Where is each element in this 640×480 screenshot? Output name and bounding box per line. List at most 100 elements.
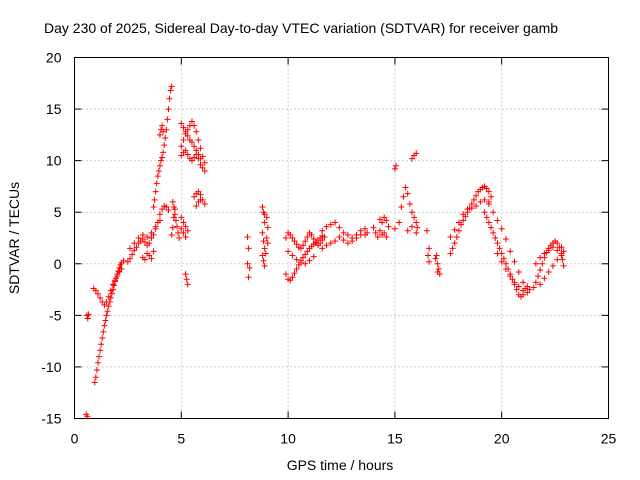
data-point bbox=[103, 298, 110, 305]
data-point bbox=[158, 157, 165, 164]
y-tick-label: -15 bbox=[41, 411, 61, 427]
data-point bbox=[141, 239, 148, 246]
data-point bbox=[282, 235, 289, 241]
data-point bbox=[381, 214, 388, 221]
data-point bbox=[168, 83, 175, 90]
data-point bbox=[195, 137, 202, 144]
data-point bbox=[560, 262, 567, 269]
data-point bbox=[287, 277, 294, 284]
data-point bbox=[105, 303, 112, 310]
data-point bbox=[391, 165, 398, 172]
data-point bbox=[188, 118, 195, 125]
chart-title: Day 230 of 2025, Sidereal Day-to-day VTE… bbox=[44, 20, 558, 36]
data-point bbox=[174, 223, 181, 230]
data-point bbox=[148, 255, 155, 262]
data-point bbox=[537, 266, 544, 273]
data-point bbox=[477, 198, 484, 205]
data-point bbox=[434, 269, 441, 276]
data-point bbox=[408, 209, 415, 216]
data-point bbox=[447, 233, 454, 240]
data-point bbox=[105, 293, 112, 300]
data-point bbox=[413, 229, 420, 236]
data-point bbox=[289, 252, 296, 259]
data-point bbox=[285, 248, 292, 255]
data-point bbox=[201, 167, 208, 174]
data-point bbox=[111, 282, 118, 289]
data-point bbox=[402, 184, 409, 191]
data-point bbox=[370, 224, 377, 231]
data-point bbox=[182, 130, 189, 137]
axis-ticks bbox=[74, 57, 609, 419]
data-point bbox=[304, 248, 311, 255]
data-point bbox=[103, 312, 110, 319]
data-point bbox=[498, 225, 505, 232]
data-point bbox=[423, 227, 430, 234]
data-point bbox=[530, 284, 537, 291]
data-point bbox=[396, 219, 403, 226]
data-point bbox=[289, 235, 296, 241]
data-point bbox=[515, 283, 522, 290]
data-point bbox=[104, 308, 111, 315]
data-point bbox=[464, 206, 471, 213]
data-point bbox=[344, 231, 351, 238]
data-point bbox=[97, 294, 104, 301]
data-point bbox=[411, 214, 418, 221]
data-point bbox=[159, 122, 166, 129]
data-point bbox=[507, 273, 514, 280]
data-point bbox=[435, 265, 442, 272]
data-point bbox=[245, 274, 252, 281]
data-point bbox=[532, 260, 539, 267]
data-point bbox=[195, 188, 202, 195]
data-point bbox=[340, 229, 347, 236]
data-point bbox=[494, 217, 501, 224]
data-point bbox=[188, 157, 195, 164]
data-point bbox=[327, 240, 334, 247]
data-point bbox=[541, 275, 548, 282]
data-point bbox=[434, 260, 441, 267]
data-point bbox=[180, 219, 187, 226]
data-point bbox=[171, 206, 178, 213]
data-point bbox=[293, 265, 300, 272]
data-point bbox=[460, 211, 467, 218]
data-point bbox=[116, 269, 123, 276]
data-point bbox=[101, 302, 108, 309]
y-tick-label: 5 bbox=[54, 204, 62, 220]
data-point bbox=[159, 154, 166, 161]
data-point bbox=[379, 231, 386, 238]
x-tick-label: 25 bbox=[601, 431, 617, 447]
data-point bbox=[163, 204, 170, 211]
data-point bbox=[537, 254, 544, 261]
data-point bbox=[323, 242, 330, 249]
data-point bbox=[494, 240, 501, 247]
data-point bbox=[490, 209, 497, 216]
data-point bbox=[146, 252, 153, 259]
data-point bbox=[398, 204, 405, 211]
data-point bbox=[150, 248, 157, 255]
data-point bbox=[164, 116, 171, 123]
data-point bbox=[193, 203, 200, 210]
x-axis-tick-labels: 0 5 10 15 20 25 bbox=[71, 431, 617, 447]
data-point bbox=[264, 240, 271, 247]
data-point bbox=[473, 203, 480, 210]
data-point bbox=[264, 224, 271, 231]
data-point bbox=[155, 167, 162, 174]
data-point bbox=[406, 200, 413, 207]
data-point bbox=[131, 240, 138, 247]
data-point bbox=[182, 147, 189, 154]
data-point bbox=[376, 227, 383, 234]
data-point bbox=[99, 335, 106, 342]
data-point bbox=[263, 214, 270, 221]
data-point bbox=[191, 122, 198, 129]
data-point bbox=[492, 235, 499, 241]
data-point bbox=[184, 151, 191, 158]
data-point bbox=[165, 207, 172, 214]
data-point bbox=[152, 223, 159, 230]
data-point bbox=[112, 277, 119, 284]
data-point bbox=[470, 196, 477, 203]
y-tick-label: -10 bbox=[41, 359, 61, 375]
data-point bbox=[201, 200, 208, 207]
data-point bbox=[361, 231, 368, 238]
data-point bbox=[98, 341, 105, 348]
data-point bbox=[148, 229, 155, 236]
data-point bbox=[539, 260, 546, 267]
